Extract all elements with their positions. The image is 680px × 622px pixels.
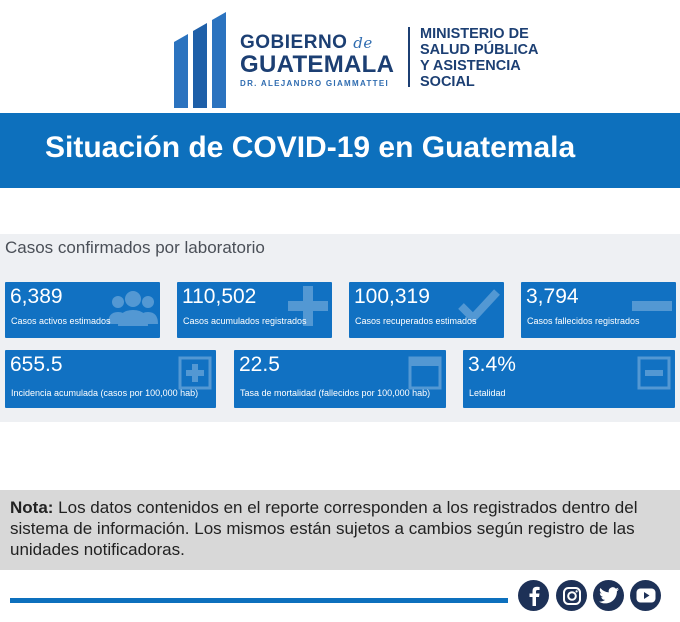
card-label: Casos recuperados estimados	[355, 316, 477, 326]
gov-de: de	[353, 34, 373, 52]
panel-title: Casos confirmados por laboratorio	[5, 238, 265, 257]
card-incidence[interactable]: 655.5 Incidencia acumulada (casos por 10…	[5, 350, 216, 408]
youtube-icon	[636, 588, 655, 603]
title-band: Situación de COVID-19 en Guatemala	[0, 113, 680, 188]
card-value: 3,794	[526, 285, 579, 308]
card-label: Letalidad	[469, 388, 506, 398]
youtube-link[interactable]	[630, 580, 661, 611]
ministry-line: SOCIAL	[420, 74, 475, 90]
ministry-line: Y ASISTENCIA	[420, 58, 521, 74]
twitter-link[interactable]	[593, 580, 624, 611]
card-value: 110,502	[182, 285, 257, 308]
instagram-icon	[562, 586, 581, 605]
card-recovered-cases[interactable]: 100,319 Casos recuperados estimados	[349, 282, 504, 338]
note-box: Nota: Los datos contenidos en el reporte…	[0, 490, 680, 570]
footer-line	[10, 598, 508, 603]
ministry-line: MINISTERIO DE	[420, 26, 529, 42]
note-text: Los datos contenidos en el reporte corre…	[10, 498, 638, 559]
card-value: 655.5	[10, 353, 63, 376]
card-label: Tasa de mortalidad (fallecidos por 100,0…	[240, 388, 431, 398]
card-deaths[interactable]: 3,794 Casos fallecidos registrados	[521, 282, 676, 338]
card-label: Casos acumulados registrados	[183, 316, 307, 326]
card-lethality[interactable]: 3.4% Letalidad	[463, 350, 675, 408]
gov-line2: GUATEMALA	[240, 51, 395, 78]
minus-icon	[632, 301, 672, 311]
users-icon	[108, 291, 158, 326]
plus-square-icon	[178, 356, 212, 390]
card-label: Casos fallecidos registrados	[527, 316, 640, 326]
plus-icon	[288, 286, 328, 326]
ministry-name: MINISTERIO DE SALUD PÚBLICA Y ASISTENCIA…	[420, 26, 538, 90]
minus-square-icon	[637, 356, 671, 390]
card-active-cases[interactable]: 6,389 Casos activos estimados	[5, 282, 160, 338]
card-value: 100,319	[354, 285, 430, 308]
facebook-icon	[529, 586, 540, 606]
page-title: Situación de COVID-19 en Guatemala	[45, 131, 576, 164]
gov-line3: DR. ALEJANDRO GIAMMATTEI	[240, 79, 389, 88]
dashboard-panel: Casos confirmados por laboratorio 6,389 …	[0, 234, 680, 422]
window-icon	[408, 356, 442, 390]
twitter-icon	[598, 587, 619, 604]
gov-line1: GOBIERNO	[240, 32, 348, 53]
government-wordmark: GOBIERNO de GUATEMALA DR. ALEJANDRO GIAM…	[240, 33, 394, 89]
note-label: Nota:	[10, 498, 54, 517]
card-accumulated-cases[interactable]: 110,502 Casos acumulados registrados	[177, 282, 332, 338]
card-value: 22.5	[239, 353, 280, 376]
header-divider	[408, 27, 410, 87]
facebook-link[interactable]	[518, 580, 549, 611]
card-value: 6,389	[10, 285, 63, 308]
check-icon	[458, 289, 500, 322]
government-logo-icon	[174, 12, 226, 108]
instagram-link[interactable]	[556, 580, 587, 611]
ministry-line: SALUD PÚBLICA	[420, 42, 539, 58]
card-label: Casos activos estimados	[11, 316, 111, 326]
card-mortality-rate[interactable]: 22.5 Tasa de mortalidad (fallecidos por …	[234, 350, 446, 408]
card-value: 3.4%	[468, 353, 516, 376]
card-label: Incidencia acumulada (casos por 100,000 …	[11, 388, 199, 398]
